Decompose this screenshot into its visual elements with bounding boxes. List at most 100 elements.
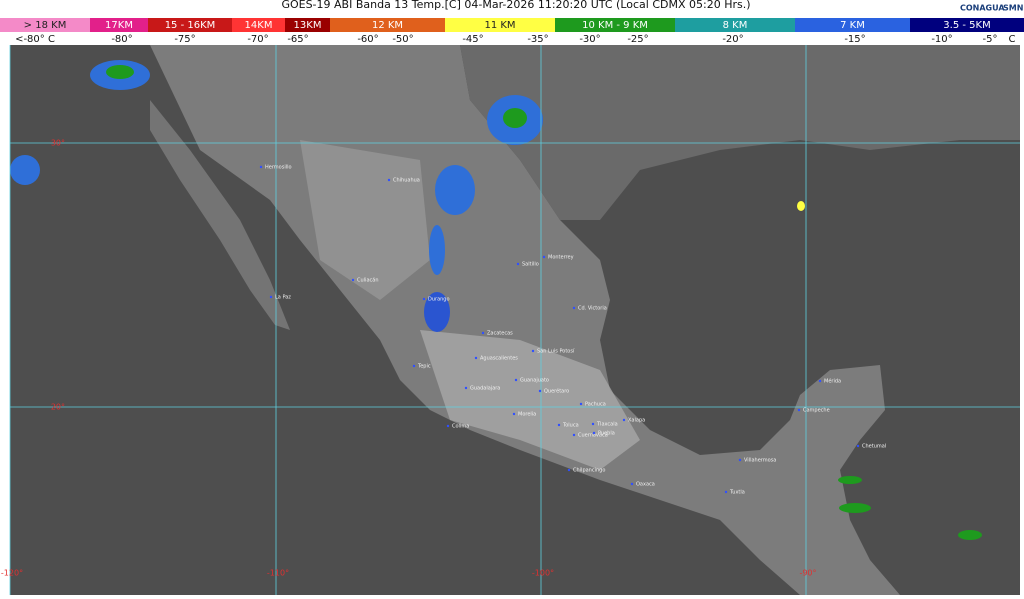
- legend-label: 15 - 16KM: [165, 20, 216, 31]
- city-name: Zacatecas: [487, 331, 513, 337]
- legend-label: 17KM: [105, 20, 133, 31]
- temperature-label: C: [1009, 34, 1016, 45]
- temperature-label: -15°: [844, 34, 865, 45]
- city-name: Cuernavaca: [578, 433, 608, 439]
- legend-band: [0, 18, 90, 32]
- city-name: Pachuca: [585, 402, 606, 408]
- city-name: Puebla: [598, 431, 615, 437]
- city-name: Guadalajara: [470, 386, 500, 392]
- legend-label: 3.5 - 5KM: [943, 20, 990, 31]
- temperature-label: -45°: [462, 34, 483, 45]
- legend-label: > 18 KM: [24, 20, 67, 31]
- city-name: Villahermosa: [744, 458, 776, 464]
- city-marker: [531, 349, 535, 353]
- cloud-top: [503, 108, 527, 128]
- cloud-top: [429, 225, 445, 275]
- city-marker: [538, 389, 542, 393]
- city-marker: [856, 444, 860, 448]
- city-name: Tepic: [417, 364, 431, 370]
- legend-label: 11 KM: [484, 20, 515, 31]
- legend-label: 13KM: [294, 20, 322, 31]
- city-marker: [446, 424, 450, 428]
- longitude-label: -120°: [1, 569, 23, 578]
- legend-band: [330, 18, 445, 32]
- land: [460, 45, 1020, 220]
- cloud-top: [10, 155, 40, 185]
- city-marker: [724, 490, 728, 494]
- city-name: Chetumal: [862, 444, 886, 450]
- logo: CONAGUA: [960, 4, 1005, 13]
- city-marker: [514, 378, 518, 382]
- city-name: Saltillo: [522, 262, 539, 268]
- longitude-label: -110°: [267, 569, 289, 578]
- city-name: La Paz: [275, 295, 291, 301]
- city-name: San Luis Potosí: [537, 348, 575, 355]
- city-marker: [512, 412, 516, 416]
- temperature-label: -50°: [392, 34, 413, 45]
- city-marker: [481, 331, 485, 335]
- city-name: Toluca: [562, 423, 579, 429]
- temperature-label: -10°: [931, 34, 952, 45]
- city-name: Mérida: [824, 378, 841, 385]
- city-marker: [622, 418, 626, 422]
- city-marker: [412, 364, 416, 368]
- city-marker: [630, 482, 634, 486]
- temperature-label: -5°: [983, 34, 998, 45]
- legend-band: [910, 18, 1024, 32]
- cloud-top: [838, 476, 862, 484]
- city-name: Chihuahua: [393, 178, 420, 184]
- city-name: Monterrey: [548, 255, 574, 261]
- city-name: Morelia: [518, 412, 536, 418]
- city-marker: [738, 458, 742, 462]
- temperature-label: -80°: [111, 34, 132, 45]
- city-marker: [542, 255, 546, 259]
- clouds: [300, 140, 430, 300]
- cloud-top: [435, 165, 475, 215]
- latitude-label: 30°: [51, 139, 65, 148]
- city-marker: [797, 408, 801, 412]
- temperature-label: -30°: [579, 34, 600, 45]
- city-marker: [572, 433, 576, 437]
- city-marker: [579, 402, 583, 406]
- city-name: Oaxaca: [636, 482, 655, 488]
- city-name: Durango: [428, 297, 450, 303]
- city-name: Aguascalientes: [480, 356, 518, 362]
- longitude-label: -90°: [799, 569, 816, 578]
- legend-label: 12 KM: [372, 20, 403, 31]
- city-name: Querétaro: [544, 388, 569, 395]
- temperature-label: -60°: [357, 34, 378, 45]
- legend-band: [232, 18, 285, 32]
- city-marker: [567, 468, 571, 472]
- temperature-label: -20°: [722, 34, 743, 45]
- city-name: Guanajuato: [520, 378, 549, 384]
- latitude-label: 20°: [51, 403, 65, 412]
- city-marker: [818, 379, 822, 383]
- city-name: Chilpancingo: [573, 468, 605, 474]
- temperature-label: -65°: [287, 34, 308, 45]
- legend-band: [445, 18, 555, 32]
- cloud-top: [797, 201, 805, 211]
- legend-label: 8 KM: [723, 20, 748, 31]
- temperature-label: -25°: [627, 34, 648, 45]
- temperature-label: -75°: [174, 34, 195, 45]
- cloud-top: [958, 530, 982, 540]
- city-name: Hermosillo: [265, 165, 292, 171]
- legend-band: [675, 18, 795, 32]
- city-marker: [572, 306, 576, 310]
- legend-band: [555, 18, 675, 32]
- temperature-label: -35°: [527, 34, 548, 45]
- legend-band: [795, 18, 910, 32]
- longitude-label: -100°: [532, 569, 554, 578]
- city-name: Culiacán: [357, 277, 378, 284]
- city-marker: [557, 423, 561, 427]
- city-name: Tuxtla: [729, 490, 745, 496]
- city-marker: [351, 278, 355, 282]
- land: [150, 100, 290, 330]
- temperature-label: -70°: [247, 34, 268, 45]
- legend-label: 10 KM - 9 KM: [582, 20, 648, 31]
- legend-band: [285, 18, 330, 32]
- logo: SMN: [1003, 4, 1023, 13]
- city-name: Cd. Victoria: [578, 306, 607, 312]
